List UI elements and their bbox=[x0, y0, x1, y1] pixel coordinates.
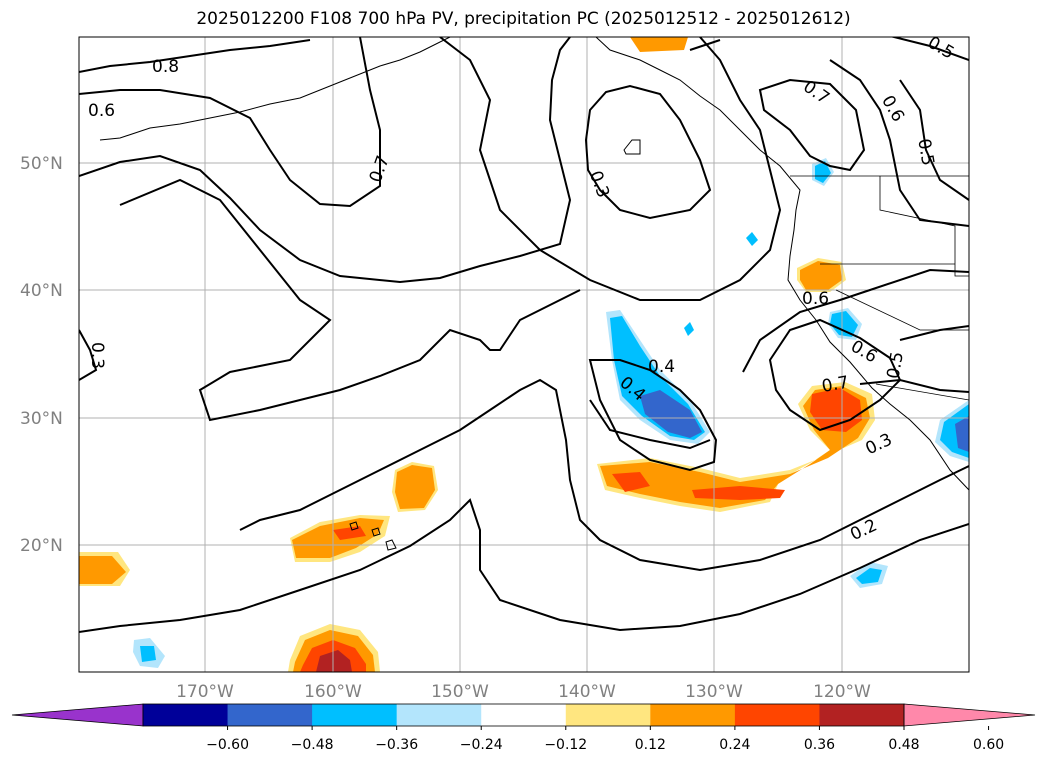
colorbar-tick-label: −0.24 bbox=[460, 737, 503, 753]
lon-tick-label: 150°W bbox=[431, 682, 489, 702]
lat-tick-label: 50°N bbox=[20, 154, 63, 174]
lon-tick-label: 170°W bbox=[176, 682, 234, 702]
lon-tick-label: 160°W bbox=[304, 682, 362, 702]
contour-label: 0.5 bbox=[884, 350, 908, 380]
colorbar-tick-label: 0.12 bbox=[635, 737, 666, 753]
pv-contours bbox=[79, 37, 969, 633]
lon-axis: 170°W 160°W 150°W 140°W 130°W 120°W bbox=[176, 682, 871, 702]
colorbar-segment bbox=[143, 704, 229, 726]
contour-label: 0.8 bbox=[152, 57, 179, 77]
colorbar-tick-label: 0.36 bbox=[804, 737, 835, 753]
map-frame bbox=[78, 36, 970, 673]
precip-shading bbox=[79, 37, 969, 672]
lon-tick-label: 130°W bbox=[685, 682, 743, 702]
graticule bbox=[79, 37, 969, 672]
colorbar-tick-label: −0.36 bbox=[375, 737, 418, 753]
colorbar-tick-label: −0.60 bbox=[206, 737, 249, 753]
lon-tick-label: 120°W bbox=[813, 682, 871, 702]
lon-tick-label: 140°W bbox=[558, 682, 616, 702]
colorbar-extend-low bbox=[11, 703, 144, 727]
contour-label: 0.6 bbox=[88, 101, 115, 121]
colorbar-outline bbox=[142, 703, 905, 727]
lat-tick-label: 40°N bbox=[20, 281, 63, 301]
lat-axis: 20°N 30°N 40°N 50°N bbox=[20, 154, 63, 556]
contour-label: 0.4 bbox=[648, 357, 675, 377]
colorbar-segment bbox=[565, 704, 651, 726]
contour-label: 0.3 bbox=[87, 342, 107, 369]
colorbar-tick-label: 0.60 bbox=[973, 737, 1004, 753]
map-title: 2025012200 F108 700 hPa PV, precipitatio… bbox=[196, 9, 851, 29]
colorbar-tick-label: 0.24 bbox=[719, 737, 750, 753]
colorbar: −0.60 −0.48 −0.36 −0.24 −0.12 0.12 0.24 0.36 0.4… bbox=[11, 703, 1036, 753]
colorbar-segment bbox=[227, 704, 313, 726]
colorbar-segment bbox=[312, 704, 398, 726]
contour-label: 0.6 bbox=[802, 289, 829, 309]
colorbar-segment bbox=[481, 704, 567, 726]
colorbar-tick-label: −0.48 bbox=[291, 737, 334, 753]
colorbar-segment bbox=[396, 704, 482, 726]
contour-label: 0.7 bbox=[820, 373, 850, 397]
coastlines bbox=[99, 37, 969, 551]
colorbar-tick-label: 0.48 bbox=[888, 737, 919, 753]
lat-tick-label: 30°N bbox=[20, 409, 63, 429]
colorbar-tick-label: −0.12 bbox=[544, 737, 587, 753]
colorbar-segment bbox=[819, 704, 905, 726]
colorbar-segment bbox=[734, 704, 820, 726]
colorbar-extend-high bbox=[903, 703, 1036, 727]
contour-label: 0.5 bbox=[913, 137, 937, 167]
map-area bbox=[79, 37, 969, 672]
lat-tick-label: 20°N bbox=[20, 536, 63, 556]
colorbar-segment bbox=[650, 704, 736, 726]
